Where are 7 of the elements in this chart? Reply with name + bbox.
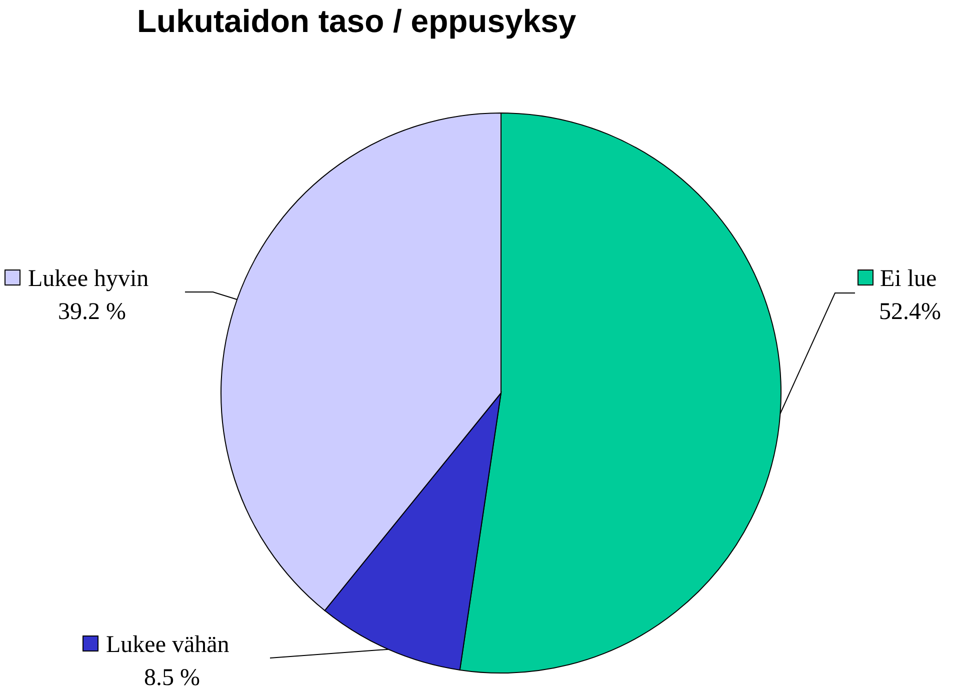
legend-label: Lukee vähän	[106, 632, 230, 658]
data-label: 8.5 %	[144, 665, 200, 688]
chart-title: Lukutaidon taso / eppusyksy	[137, 3, 576, 39]
legend-label: Lukee hyvin	[28, 266, 149, 292]
data-label: 52.4%	[879, 299, 941, 325]
legend-label: Ei lue	[880, 266, 937, 292]
data-label: 39.2 %	[58, 299, 126, 325]
